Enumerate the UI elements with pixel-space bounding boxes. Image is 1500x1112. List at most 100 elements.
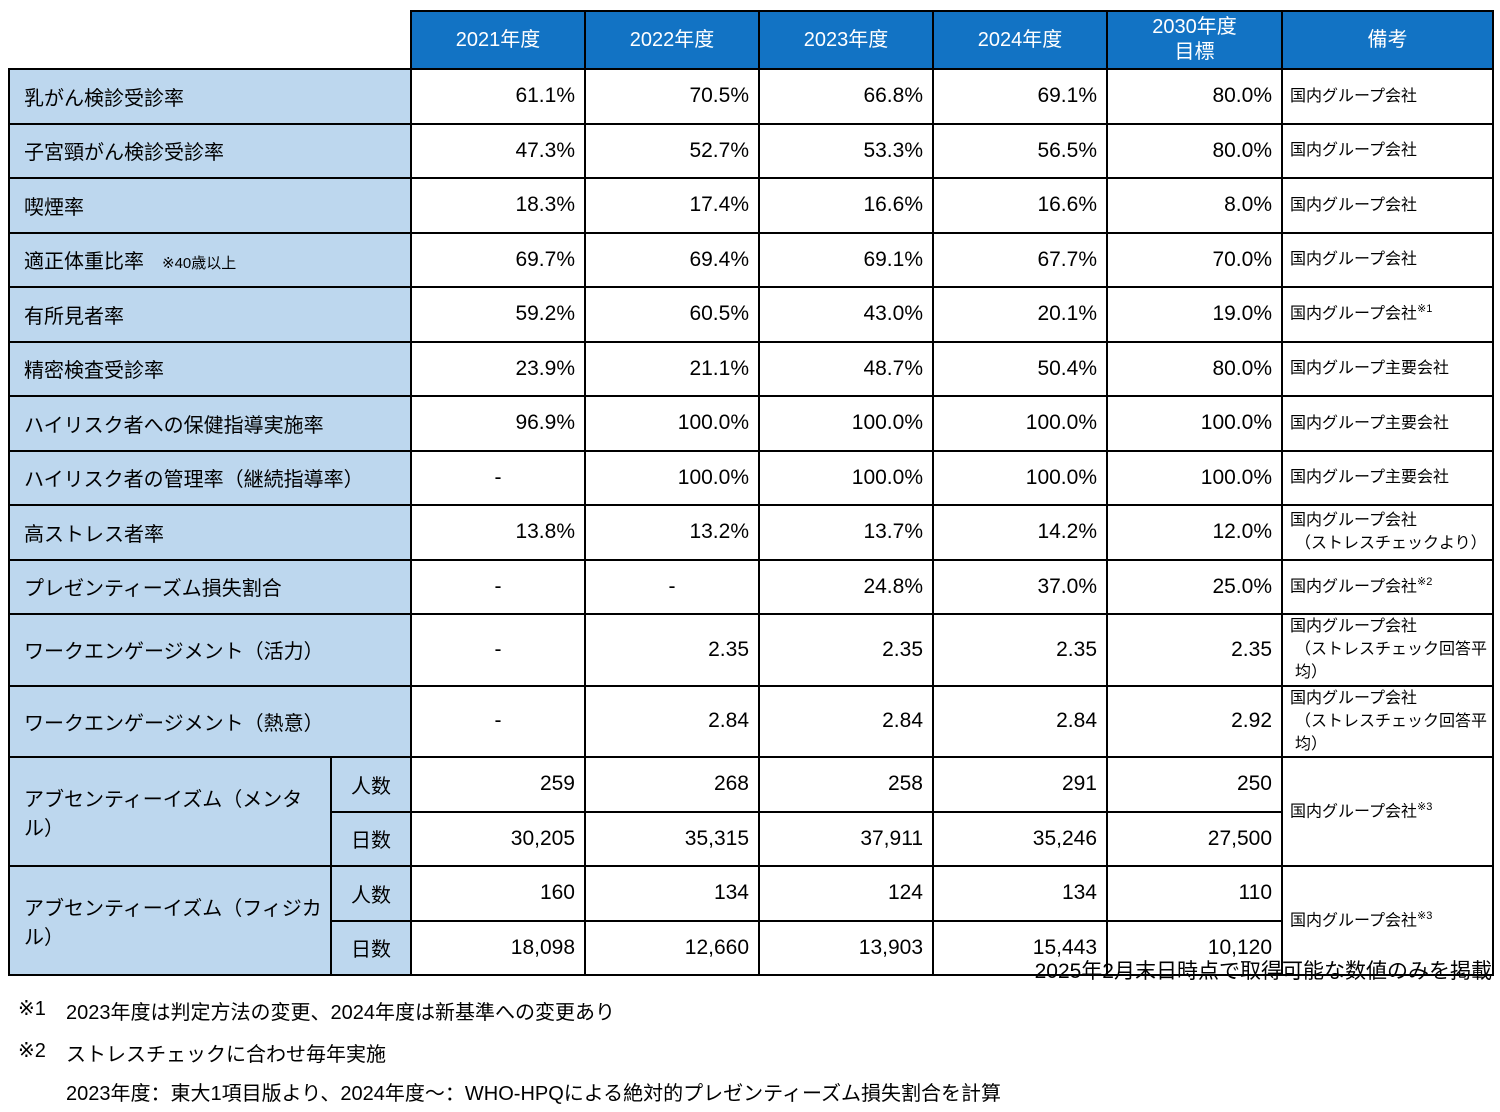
- remark-text-line2: （ストレスチェック回答平均）: [1295, 712, 1488, 753]
- remark-cell: 国内グループ会社: [1281, 122, 1494, 179]
- remark-text: 国内グループ会社: [1290, 912, 1418, 930]
- row-label: 子宮頸がん検診受診率: [8, 122, 412, 179]
- table-row: ワークエンゲージメント（活力） - 2.35 2.35 2.35 2.35 国内…: [8, 613, 1494, 687]
- header-2030-target: 2030年度 目標: [1106, 10, 1283, 70]
- value-cell: 100.0%: [1106, 395, 1283, 452]
- value-cell: 13.7%: [758, 504, 934, 561]
- remark-text: 国内グループ会社: [1290, 512, 1418, 530]
- value-cell: 100.0%: [584, 449, 760, 506]
- remark-cell: 国内グループ会社※3: [1281, 756, 1494, 868]
- remark-text: 国内グループ会社: [1290, 196, 1418, 214]
- value-cell: 35,246: [932, 810, 1108, 868]
- header-2022: 2022年度: [584, 10, 760, 70]
- sub-label: 人数: [330, 756, 412, 813]
- value-cell: 15,443: [932, 919, 1108, 977]
- table-row-group-mental-count: アブセンティーイズム（メンタル） 人数 259 268 258 291 250 …: [8, 756, 1494, 868]
- value-cell: 35,315: [584, 810, 760, 868]
- value-cell: 14.2%: [932, 504, 1108, 561]
- value-cell: 100.0%: [932, 395, 1108, 452]
- value-cell: 30,205: [410, 810, 586, 868]
- table-row-group-physical-days: 日数 18,098 12,660 13,903 15,443 10,120: [9, 919, 1493, 977]
- value-cell: 10,120: [1106, 919, 1283, 977]
- remark-cell: 国内グループ会社: [1281, 68, 1494, 125]
- footnote-2-continued: 2023年度：東大1項目版より、2024年度～：WHO-HPQによる絶対的プレゼ…: [66, 1083, 1001, 1105]
- group-label-text: アブセンティーイズム（メンタル）: [24, 788, 303, 840]
- remark-cell: 国内グループ会社: [1281, 231, 1494, 288]
- row-label-text: 喫煙率: [24, 196, 84, 219]
- header-remarks: 備考: [1281, 10, 1494, 70]
- header-row: 2021年度 2022年度 2023年度 2024年度 2030年度 目標 備考: [9, 10, 1494, 70]
- table-row: 高ストレス者率 13.8% 13.2% 13.7% 14.2% 12.0% 国内…: [8, 504, 1494, 561]
- value-cell: 100.0%: [758, 449, 934, 506]
- header-2030-line2: 目標: [1174, 41, 1215, 63]
- value-cell: 70.0%: [1106, 231, 1283, 288]
- row-label: 精密検査受診率: [8, 340, 412, 397]
- remark-text: 国内グループ会社: [1290, 142, 1418, 160]
- footnote-marker: ※1: [18, 998, 46, 1020]
- value-cell: 250: [1106, 756, 1283, 813]
- sub-label: 人数: [330, 865, 412, 922]
- table-row: ハイリスク者の管理率（継続指導率） - 100.0% 100.0% 100.0%…: [8, 449, 1494, 506]
- value-cell: 69.1%: [932, 68, 1108, 125]
- value-cell: 61.1%: [410, 68, 586, 125]
- group-label: アブセンティーイズム（フィジカル）: [8, 865, 332, 977]
- row-label: 有所見者率: [8, 286, 412, 343]
- header-2021: 2021年度: [410, 10, 586, 70]
- header-2024: 2024年度: [932, 10, 1108, 70]
- value-cell: 160: [410, 865, 586, 922]
- remark-footnote-ref: ※3: [1417, 800, 1433, 813]
- header-blank-cell: [9, 11, 411, 69]
- value-cell: 48.7%: [758, 340, 934, 397]
- value-cell: 69.4%: [584, 231, 760, 288]
- remark-cell: 国内グループ会社※1: [1281, 286, 1494, 343]
- remark-text: 国内グループ主要会社: [1290, 414, 1450, 432]
- table-row: ハイリスク者への保健指導実施率 96.9% 100.0% 100.0% 100.…: [8, 395, 1494, 452]
- group-label: アブセンティーイズム（メンタル）: [8, 756, 332, 868]
- remark-footnote-ref: ※2: [1417, 575, 1433, 588]
- remark-text: 国内グループ会社: [1290, 689, 1418, 707]
- table-row: 喫煙率 18.3% 17.4% 16.6% 16.6% 8.0% 国内グループ会…: [8, 177, 1494, 234]
- table-row: 精密検査受診率 23.9% 21.1% 48.7% 50.4% 80.0% 国内…: [8, 340, 1494, 397]
- value-cell: 17.4%: [584, 177, 760, 234]
- row-label: 適正体重比率 ※40歳以上: [8, 231, 412, 288]
- remark-text-line2: （ストレスチェック回答平均）: [1295, 641, 1488, 682]
- footnote-text: 2023年度は判定方法の変更、2024年度は新基準への変更あり: [66, 1002, 615, 1024]
- value-cell: -: [410, 613, 586, 687]
- value-cell: 80.0%: [1106, 122, 1283, 179]
- value-cell: 23.9%: [410, 340, 586, 397]
- row-label-text: 適正体重比率: [24, 251, 144, 274]
- value-cell: 69.1%: [758, 231, 934, 288]
- value-cell: 258: [758, 756, 934, 813]
- value-cell: 43.0%: [758, 286, 934, 343]
- value-cell: 27,500: [1106, 810, 1283, 868]
- value-cell: 12,660: [584, 919, 760, 977]
- value-cell: 37,911: [758, 810, 934, 868]
- sub-label: 日数: [330, 919, 412, 977]
- value-cell: 13.2%: [584, 504, 760, 561]
- value-cell: 8.0%: [1106, 177, 1283, 234]
- row-label: 乳がん検診受診率: [8, 68, 412, 125]
- table-row: 乳がん検診受診率 61.1% 70.5% 66.8% 69.1% 80.0% 国…: [8, 68, 1494, 125]
- value-cell: 52.7%: [584, 122, 760, 179]
- value-cell: -: [410, 449, 586, 506]
- header-2023: 2023年度: [758, 10, 934, 70]
- row-label-note: ※40歳以上: [162, 255, 237, 273]
- row-label-text: ワークエンゲージメント（熱意）: [24, 712, 324, 735]
- value-cell: 2.35: [1106, 613, 1283, 687]
- footnote-marker: ※2: [18, 1040, 46, 1062]
- remark-text: 国内グループ主要会社: [1290, 360, 1450, 378]
- value-cell: 13.8%: [410, 504, 586, 561]
- value-cell: 100.0%: [1106, 449, 1283, 506]
- remark-text-line2: （ストレスチェックより）: [1295, 535, 1487, 553]
- remark-cell: 国内グループ主要会社: [1281, 340, 1494, 397]
- value-cell: 2.84: [584, 684, 760, 759]
- value-cell: 12.0%: [1106, 504, 1283, 561]
- remark-cell: 国内グループ会社※2: [1281, 558, 1494, 615]
- value-cell: 25.0%: [1106, 558, 1283, 615]
- value-cell: 60.5%: [584, 286, 760, 343]
- value-cell: 18.3%: [410, 177, 586, 234]
- value-cell: 16.6%: [932, 177, 1108, 234]
- value-cell: 124: [758, 865, 934, 922]
- value-cell: 96.9%: [410, 395, 586, 452]
- value-cell: 291: [932, 756, 1108, 813]
